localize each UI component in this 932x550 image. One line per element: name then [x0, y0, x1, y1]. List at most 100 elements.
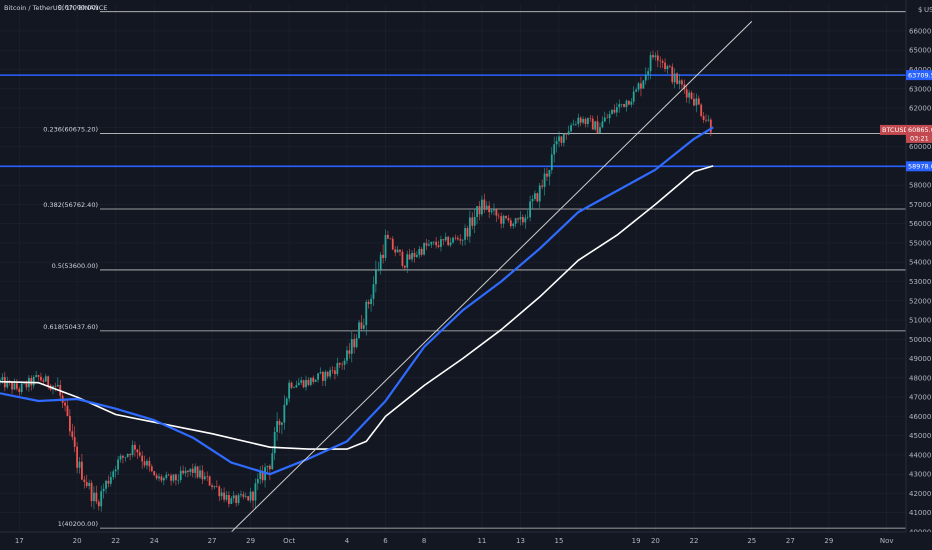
candle-body — [526, 217, 529, 218]
candle-body — [543, 173, 546, 187]
candle-body — [632, 91, 635, 102]
candle-body — [338, 363, 341, 365]
candle-body — [408, 254, 411, 260]
candle-body — [47, 376, 50, 386]
candle-body — [15, 383, 18, 389]
candle-body — [541, 185, 544, 187]
time-tick-label: 8 — [422, 537, 426, 545]
candle-body — [273, 431, 276, 454]
candle-body — [117, 459, 119, 470]
candle-body — [215, 486, 218, 487]
candle-body — [321, 371, 324, 381]
price-tick-label: 62000.00 — [909, 105, 932, 113]
candle-body — [228, 495, 230, 504]
candle-body — [343, 360, 346, 365]
candle-body — [685, 89, 688, 98]
candle-body — [97, 501, 100, 507]
candle-body — [565, 133, 568, 135]
candle-body — [244, 496, 247, 497]
current-price-label: 60865.00 — [908, 126, 932, 134]
candle-body — [661, 61, 664, 63]
current-price-tag[interactable] — [906, 124, 932, 143]
candle-body — [531, 199, 534, 202]
candle-body — [119, 455, 122, 460]
candle-body — [358, 322, 360, 339]
candle-body — [276, 421, 279, 432]
candle-body — [225, 495, 228, 500]
candle-body — [105, 480, 107, 489]
candle-body — [83, 479, 86, 483]
candle-body — [249, 491, 252, 501]
candle-body — [430, 242, 433, 245]
price-tick-label: 43000.00 — [909, 471, 932, 479]
candle-body — [32, 376, 35, 386]
candle-body — [700, 104, 703, 117]
time-tick-label: 22 — [689, 537, 698, 545]
candle-body — [529, 201, 532, 218]
candle-body — [577, 117, 580, 125]
price-tick-label: 52000.00 — [909, 297, 932, 305]
price-axis[interactable]: 66000.00 65000.00 64000.00 63000.00 62000.00… — [880, 0, 932, 550]
candle-body — [464, 228, 466, 240]
candle-body — [73, 437, 76, 447]
candle-body — [447, 236, 450, 246]
candle-body — [423, 243, 425, 255]
candle-body — [517, 218, 519, 220]
candle-body — [432, 241, 435, 243]
candle-body — [635, 89, 638, 92]
candle-body — [174, 474, 177, 481]
horizontal-levels[interactable] — [0, 74, 906, 168]
candle-body — [666, 66, 669, 70]
candle-body — [435, 241, 438, 246]
candle-body — [109, 477, 112, 484]
candle-body — [360, 322, 363, 329]
candle-body — [155, 475, 158, 479]
trendline[interactable] — [230, 20, 753, 533]
candle-body — [536, 193, 539, 202]
price-tick-label: 56000.00 — [909, 220, 932, 228]
candle-body — [134, 444, 136, 450]
time-tick-label: 13 — [516, 537, 525, 545]
candle-body — [1, 377, 4, 380]
time-tick-label: 20 — [73, 537, 82, 545]
candle-body — [324, 371, 327, 381]
candle-body — [488, 205, 491, 213]
fib-level-label: 0.236(60675.20) — [43, 126, 98, 134]
candle-body — [382, 254, 385, 259]
candle-body — [334, 370, 336, 375]
level-price-tag[interactable] — [906, 70, 932, 81]
candle-body — [481, 199, 483, 215]
candle-body — [365, 301, 368, 326]
moving-averages — [0, 126, 714, 476]
time-tick-label: 27 — [208, 537, 217, 545]
candle-body — [620, 103, 623, 105]
candle-body — [524, 217, 527, 223]
trendline-group[interactable] — [230, 20, 753, 533]
candle-body — [177, 479, 180, 481]
chart-title: Bitcoin / TetherUS, 1h, BINANCE — [4, 4, 107, 12]
time-tick-label: 4 — [345, 537, 350, 545]
candle-body — [326, 371, 329, 377]
candle-body — [259, 471, 262, 479]
symbol-tag[interactable] — [880, 124, 906, 135]
candle-body — [550, 154, 553, 170]
candle-body — [11, 382, 13, 390]
candle-body — [102, 488, 105, 492]
candle-body — [254, 483, 257, 501]
level-price-tag[interactable] — [906, 161, 932, 172]
fib-retracement[interactable]: 0(67000.00) 0.236(60675.20) 0.382(56762.40… — [43, 4, 906, 529]
candle-body — [288, 382, 291, 399]
time-axis[interactable]: 17 20 22 24 27 29 Oct 4 6 8 11 13 15 19 20 22 25 27 29 Nov — [0, 531, 932, 550]
candle-body — [379, 254, 382, 270]
candle-body — [158, 476, 160, 479]
candle-body — [302, 380, 305, 388]
candle-body — [389, 238, 392, 240]
candle-body — [172, 474, 175, 481]
candle-body — [18, 388, 21, 393]
candle-body — [690, 92, 693, 99]
candle-body — [403, 265, 406, 268]
candle-body — [76, 446, 79, 468]
